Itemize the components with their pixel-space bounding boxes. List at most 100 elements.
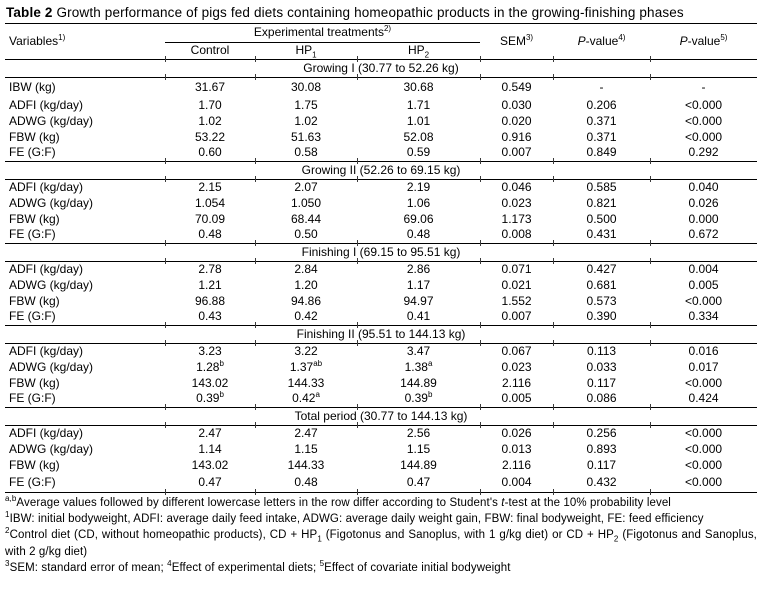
cell-pvalue-covariate: 0.016: [688, 343, 719, 358]
cell-hp1: 94.86: [290, 293, 322, 308]
cell-border-tick: [255, 240, 256, 246]
cell-hp2: 1.17: [406, 277, 431, 292]
table-row: ADFI (kg/day) 2.15 2.07 2.19 0.046 0.585 0.040: [5, 179, 757, 195]
cell-hp2: 1.15: [406, 441, 431, 456]
cell-border-tick: [480, 258, 481, 264]
cell-pvalue-covariate: 0.292: [688, 145, 719, 160]
cell-sem: 0.005: [501, 391, 532, 406]
cell-pvalue-diet: 0.432: [553, 473, 651, 493]
cell-hp1: 0.42a: [292, 391, 320, 406]
cell-pvalue-diet: 0.117: [586, 457, 617, 472]
cell-border-tick: [553, 74, 554, 80]
cell-border-tick: [553, 340, 554, 346]
cell-control: 1.70: [198, 97, 222, 112]
cell-pvalue-covariate: 0.424: [688, 391, 719, 406]
cell-hp2: 1.01: [406, 113, 431, 128]
footnote: a,bAverage values followed by different …: [5, 493, 671, 509]
cell-pvalue-covariate: 0.040: [688, 179, 719, 194]
cell-control: 1.02: [198, 113, 222, 128]
cell-border-tick: [357, 422, 358, 428]
cell-hp2: 0.48: [406, 227, 431, 242]
column-header-pvalue-covariate: P-value5): [679, 32, 728, 48]
cell-hp1: 68.44: [290, 211, 322, 226]
column-header-control: Control: [190, 43, 230, 57]
cell-hp1: 0.58: [294, 145, 318, 160]
cell-control: 1.28b: [196, 359, 224, 374]
cell-hp2: 0.47: [357, 473, 481, 493]
cell-pvalue-covariate: <0.000: [685, 425, 723, 440]
cell-variable: FE (G:F): [9, 145, 56, 160]
cell-border-tick: [650, 404, 651, 410]
cell-pvalue-diet: 0.390: [586, 309, 617, 324]
column-header-sem: SEM3): [499, 32, 534, 48]
cell-variable: FE (G:F): [9, 309, 56, 324]
cell-hp1: 2.47: [294, 425, 318, 440]
cell-hp2: 0.59: [406, 145, 431, 160]
cell-control: 2.15: [198, 179, 222, 194]
table-row: ADWG (kg/day) 1.02 1.02 1.01 0.020 0.371 <0.00…: [5, 113, 757, 129]
cell-border-tick: [165, 56, 166, 62]
cell-variable: FE (G:F): [9, 227, 56, 242]
table-row: FBW (kg) 143.02 144.33 144.89 2.116 0.117 <0.0…: [5, 457, 757, 473]
cell-border-tick: [650, 158, 651, 164]
cell-control: 1.14: [198, 441, 222, 456]
table-header: Variables1) Experimental treatments2) SE…: [5, 24, 757, 59]
cell-border-tick: [357, 240, 358, 246]
cell-sem: 0.023: [501, 359, 532, 374]
table-row: FBW (kg) 143.02 144.33 144.89 2.116 0.117 <0.0…: [5, 375, 757, 391]
table-row: ADFI (kg/day) 2.78 2.84 2.86 0.071 0.427 0.004: [5, 261, 757, 277]
cell-sem: 0.004: [480, 473, 554, 493]
cell-sem: 2.116: [501, 375, 532, 390]
cell-control: 0.60: [198, 145, 222, 160]
cell-variable: ADWG (kg/day): [9, 277, 94, 292]
data-table: Variables1) Experimental treatments2) SE…: [5, 24, 758, 493]
cell-border-tick: [255, 74, 256, 80]
cell-border-tick: [650, 56, 651, 62]
cell-border-tick: [480, 240, 481, 246]
cell-control: 96.88: [194, 293, 226, 308]
cell-pvalue-covariate: <0.000: [685, 375, 723, 390]
cell-variable: ADWG (kg/day): [9, 359, 94, 374]
cell-border-tick: [255, 158, 256, 164]
table-row: ADFI (kg/day) 1.70 1.75 1.71 0.030 0.206 <0.00…: [5, 97, 757, 113]
cell-border-tick: [553, 56, 554, 62]
cell-pvalue-covariate: <0.000: [685, 441, 723, 456]
cell-hp2: 2.86: [406, 261, 431, 276]
cell-control: 0.43: [198, 309, 222, 324]
header-row-1: Variables1) Experimental treatments2) SE…: [5, 24, 757, 47]
cell-border-tick: [255, 176, 256, 182]
cell-hp2: 69.06: [403, 211, 434, 226]
cell-variable: IBW (kg): [9, 79, 56, 94]
cell-border-tick: [357, 74, 358, 80]
cell-variable: FE (G:F): [5, 473, 165, 493]
cell-sem: 0.007: [501, 309, 532, 324]
cell-border-tick: [357, 258, 358, 264]
cell-hp2: 1.71: [406, 97, 431, 112]
cell-control: 3.23: [198, 343, 222, 358]
table-row: ADFI (kg/day) 3.23 3.22 3.47 0.067 0.113 0.016: [5, 343, 757, 359]
column-header-hp1: HP1: [295, 43, 317, 59]
cell-sem: 0.007: [501, 145, 532, 160]
cell-sem: 0.067: [501, 343, 532, 358]
cell-variable: FBW (kg): [9, 457, 60, 472]
cell-border-tick: [480, 489, 481, 495]
cell-border-tick: [553, 489, 554, 495]
cell-pvalue-diet: 0.256: [586, 425, 617, 440]
footnote: 1IBW: initial bodyweight, ADFI: average …: [5, 510, 704, 525]
cell-control: 70.09: [194, 211, 226, 226]
cell-border-tick: [650, 74, 651, 80]
cell-variable: ADFI (kg/day): [9, 261, 84, 276]
cell-border-tick: [650, 322, 651, 328]
cell-pvalue-diet: 0.585: [586, 179, 617, 194]
cell-control: 2.78: [198, 261, 222, 276]
cell-border-tick: [255, 258, 256, 264]
cell-sem: 0.020: [501, 113, 532, 128]
cell-border-tick: [357, 56, 358, 62]
table-row: FBW (kg) 53.22 51.63 52.08 0.916 0.371 <0.000: [5, 129, 757, 145]
cell-control: 1.054: [194, 195, 226, 210]
footnote: 2Control diet (CD, without homeopathic p…: [5, 526, 757, 558]
cell-pvalue-covariate: 0.000: [688, 211, 719, 226]
section-header-row: Growing II (52.26 to 69.15 kg): [5, 160, 758, 180]
table-row: ADWG (kg/day) 1.14 1.15 1.15 0.013 0.893 <0.00…: [5, 441, 757, 457]
cell-hp1: 1.75: [294, 97, 318, 112]
